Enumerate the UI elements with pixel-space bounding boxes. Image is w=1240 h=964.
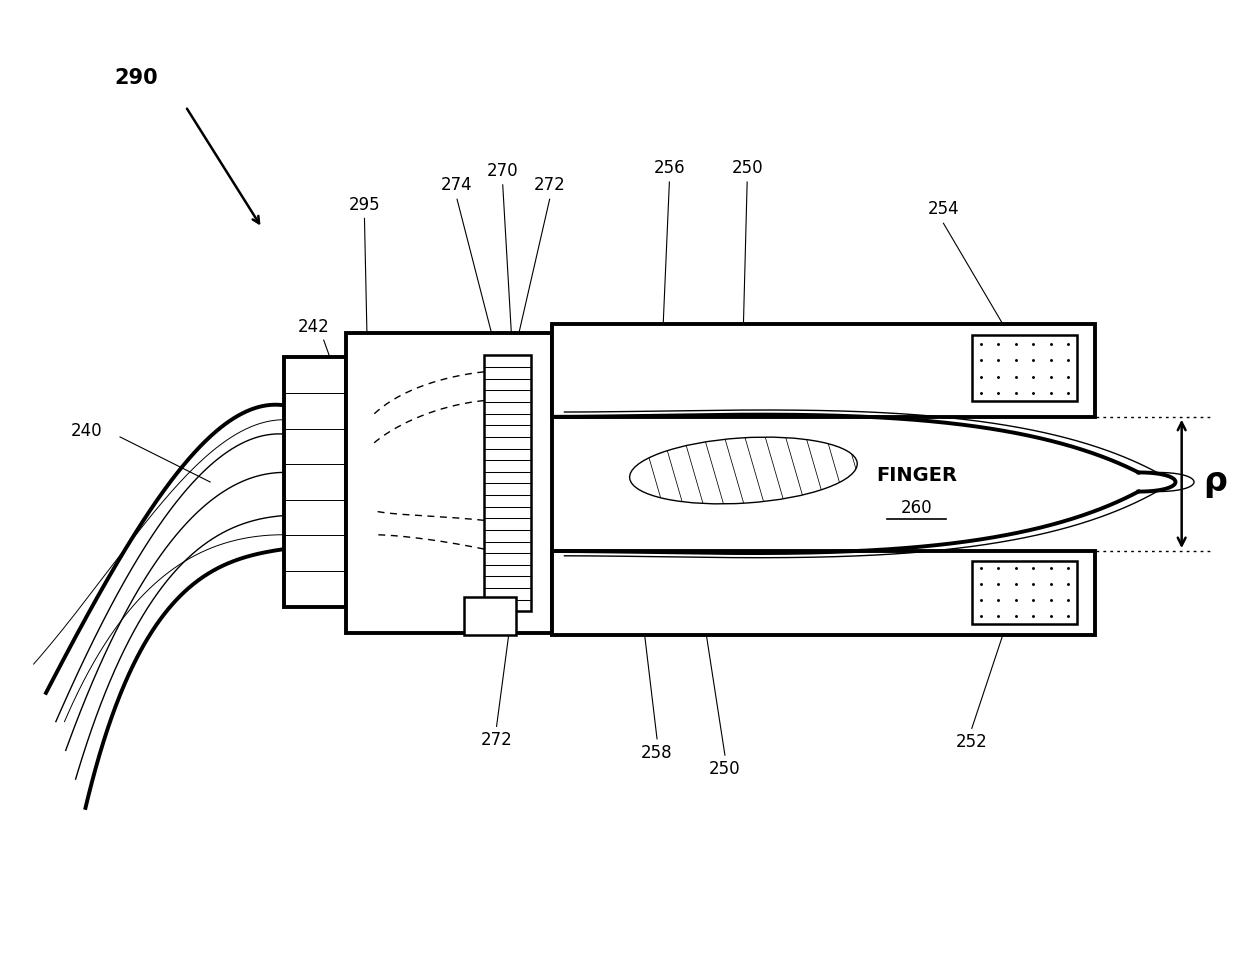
Ellipse shape — [630, 437, 857, 504]
Text: 295: 295 — [348, 196, 381, 214]
Text: 290: 290 — [114, 67, 157, 88]
Bar — [484, 356, 531, 611]
Text: 272: 272 — [533, 176, 565, 195]
Text: 250: 250 — [732, 159, 763, 177]
Bar — [972, 335, 1076, 401]
Text: 250: 250 — [709, 760, 740, 778]
Text: 256: 256 — [653, 159, 686, 177]
Text: 270: 270 — [487, 162, 518, 180]
Text: 254: 254 — [928, 201, 960, 219]
Bar — [552, 551, 1095, 635]
Text: 260: 260 — [900, 499, 932, 517]
Text: 272: 272 — [481, 732, 512, 749]
Text: 252: 252 — [956, 733, 988, 751]
Text: FINGER: FINGER — [875, 466, 957, 485]
Text: 258: 258 — [641, 743, 673, 762]
Bar — [284, 358, 346, 606]
Bar — [346, 334, 552, 633]
Text: $\mathbf{\rho}$: $\mathbf{\rho}$ — [1203, 468, 1228, 500]
Text: 274: 274 — [441, 176, 472, 195]
Bar — [465, 597, 516, 635]
Bar — [552, 324, 1095, 416]
Text: 240: 240 — [71, 422, 103, 441]
Text: 242: 242 — [298, 318, 330, 336]
Bar — [972, 561, 1076, 624]
